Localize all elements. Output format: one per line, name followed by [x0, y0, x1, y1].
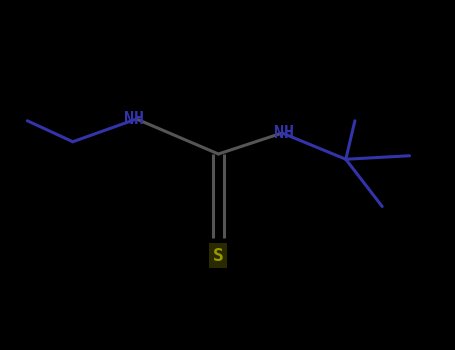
Text: NH: NH [274, 124, 294, 142]
Text: S: S [213, 247, 224, 265]
Text: NH: NH [124, 110, 144, 128]
